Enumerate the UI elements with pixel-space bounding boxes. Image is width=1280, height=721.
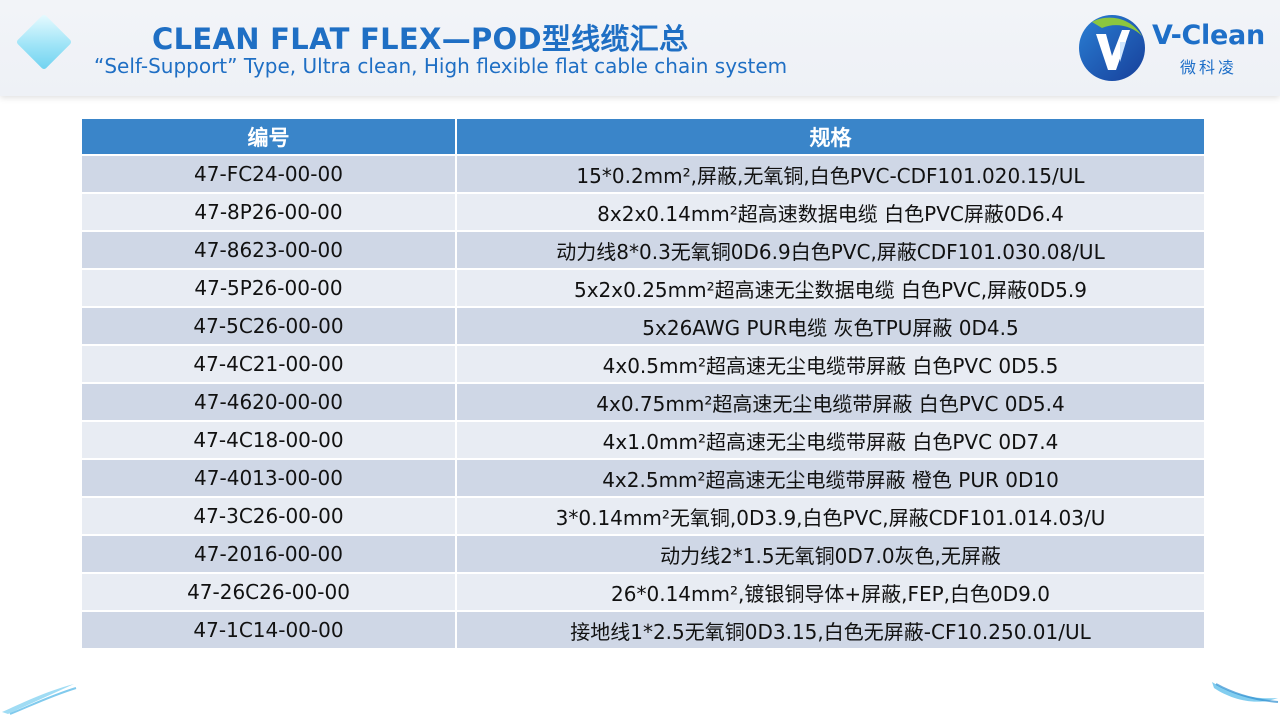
table-header-row: 编号 规格 [80,117,1206,156]
cell-code: 47-26C26-00-00 [80,572,457,612]
table-row: 47-3C26-00-00 3*0.14mm²无氧铜,0D3.9,白色PVC,屏… [80,496,1206,536]
company-logo: V-Clean 微科凌 [1076,8,1276,84]
cell-spec: 15*0.2mm²,屏蔽,无氧铜,白色PVC-CDF101.020.15/UL [455,154,1206,194]
table-row: 47-4C21-00-00 4x0.5mm²超高速无尘电缆带屏蔽 白色PVC 0… [80,344,1206,384]
cell-code: 47-8P26-00-00 [80,192,457,232]
table-row: 47-4013-00-00 4x2.5mm²超高速无尘电缆带屏蔽 橙色 PUR … [80,458,1206,498]
cell-spec: 接地线1*2.5无氧铜0D3.15,白色无屏蔽-CF10.250.01/UL [455,610,1206,650]
cell-code: 47-1C14-00-00 [80,610,457,650]
cell-spec: 3*0.14mm²无氧铜,0D3.9,白色PVC,屏蔽CDF101.014.03… [455,496,1206,536]
header-band [0,0,1280,96]
table-row: 47-8P26-00-00 8x2x0.14mm²超高速数据电缆 白色PVC屏蔽… [80,192,1206,232]
cell-code: 47-8623-00-00 [80,230,457,270]
cell-code: 47-FC24-00-00 [80,154,457,194]
cell-spec: 8x2x0.14mm²超高速数据电缆 白色PVC屏蔽0D6.4 [455,192,1206,232]
page-title: CLEAN FLAT FLEX—POD型线缆汇总 [152,22,689,56]
cell-spec: 4x2.5mm²超高速无尘电缆带屏蔽 橙色 PUR 0D10 [455,458,1206,498]
table-row: 47-1C14-00-00 接地线1*2.5无氧铜0D3.15,白色无屏蔽-CF… [80,610,1206,650]
table-row: 47-5C26-00-00 5x26AWG PUR电缆 灰色TPU屏蔽 0D4.… [80,306,1206,346]
table-row: 47-2016-00-00 动力线2*1.5无氧铜0D7.0灰色,无屏蔽 [80,534,1206,574]
page-subtitle: “Self-Support” Type, Ultra clean, High f… [94,54,788,78]
cell-spec: 4x1.0mm²超高速无尘电缆带屏蔽 白色PVC 0D7.4 [455,420,1206,460]
table-row: 47-8623-00-00 动力线8*0.3无氧铜0D6.9白色PVC,屏蔽CD… [80,230,1206,270]
logo-chinese-name: 微科凌 [1180,58,1238,77]
table-row: 47-26C26-00-00 26*0.14mm²,镀银铜导体+屏蔽,FEP,白… [80,572,1206,612]
cell-spec: 动力线2*1.5无氧铜0D7.0灰色,无屏蔽 [455,534,1206,574]
cell-spec: 动力线8*0.3无氧铜0D6.9白色PVC,屏蔽CDF101.030.08/UL [455,230,1206,270]
header-code: 编号 [80,117,457,156]
table-row: 47-FC24-00-00 15*0.2mm²,屏蔽,无氧铜,白色PVC-CDF… [80,154,1206,194]
table-row: 47-4620-00-00 4x0.75mm²超高速无尘电缆带屏蔽 白色PVC … [80,382,1206,422]
cell-code: 47-2016-00-00 [80,534,457,574]
cell-spec: 5x2x0.25mm²超高速无尘数据电缆 白色PVC,屏蔽0D5.9 [455,268,1206,308]
header-spec: 规格 [455,117,1206,156]
cell-code: 47-5C26-00-00 [80,306,457,346]
cell-spec: 5x26AWG PUR电缆 灰色TPU屏蔽 0D4.5 [455,306,1206,346]
cell-code: 47-4C21-00-00 [80,344,457,384]
cell-spec: 4x0.75mm²超高速无尘电缆带屏蔽 白色PVC 0D5.4 [455,382,1206,422]
logo-brand: V-Clean [1152,20,1265,51]
v-clean-logo-icon [1079,15,1145,81]
cell-code: 47-3C26-00-00 [80,496,457,536]
cell-code: 47-4620-00-00 [80,382,457,422]
cell-code: 47-4C18-00-00 [80,420,457,460]
swoosh-decoration-left [2,684,77,715]
cable-spec-table: 编号 规格 47-FC24-00-00 15*0.2mm²,屏蔽,无氧铜,白色P… [80,117,1206,650]
cell-code: 47-5P26-00-00 [80,268,457,308]
cell-code: 47-4013-00-00 [80,458,457,498]
swoosh-decoration-right [1212,682,1279,703]
cell-spec: 4x0.5mm²超高速无尘电缆带屏蔽 白色PVC 0D5.5 [455,344,1206,384]
cell-spec: 26*0.14mm²,镀银铜导体+屏蔽,FEP,白色0D9.0 [455,572,1206,612]
table-row: 47-4C18-00-00 4x1.0mm²超高速无尘电缆带屏蔽 白色PVC 0… [80,420,1206,460]
table-row: 47-5P26-00-00 5x2x0.25mm²超高速无尘数据电缆 白色PVC… [80,268,1206,308]
